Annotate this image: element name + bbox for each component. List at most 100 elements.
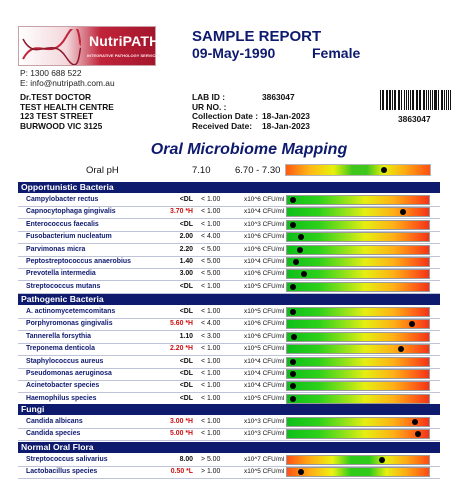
result-gauge — [286, 195, 430, 205]
result-value: 3.70 *H — [170, 208, 193, 216]
info-value: 18-Jan-2023 — [262, 120, 310, 131]
row-divider — [18, 478, 440, 480]
result-gauge — [286, 356, 430, 367]
reference-range: < 5.00 — [201, 245, 221, 253]
gauge-marker — [298, 469, 305, 476]
table-row: Campylobacter rectus <DL < 1.00 x10^6 CFU/m… — [18, 195, 440, 205]
organism-name: Campylobacter rectus — [26, 196, 99, 203]
row-divider — [18, 428, 440, 429]
reference-range: < 3.00 — [201, 332, 221, 340]
gauge-marker — [408, 321, 415, 328]
reference-range: < 5.00 — [201, 270, 221, 278]
unit-label: x10^4 CFU/ml — [244, 258, 285, 265]
unit-label: x10^6 CFU/ml — [244, 332, 285, 340]
row-divider — [18, 292, 440, 294]
reference-range: < 4.00 — [201, 233, 221, 241]
reference-range: < 1.00 — [201, 382, 221, 390]
organism-name: Prevotella intermedia — [26, 270, 96, 278]
result-value: <DL — [179, 308, 193, 315]
organism-name: Streptococcus mutans — [26, 282, 101, 290]
oral-ph-label: Oral pH — [86, 165, 119, 176]
unit-label: x10^4 CFU/ml — [244, 208, 285, 216]
unit-label: x10^3 CFU/ml — [244, 430, 285, 438]
gauge-marker — [400, 209, 407, 216]
address-line: 123 TEST STREET — [20, 111, 94, 121]
contact-email: E: info@nutripath.com.au — [20, 78, 115, 88]
table-row: Lactobacillus species 0.50 *L > 1.00 x10^5 … — [18, 467, 440, 478]
organism-name: Fusobacterium nucleatum — [26, 233, 112, 241]
organism-name: Capnocytophaga gingivalis — [26, 208, 116, 216]
organism-name: Pseudomonas aeruginosa — [26, 370, 112, 377]
address-line: Dr.TEST DOCTOR — [20, 92, 92, 102]
result-value: 1.40 — [179, 258, 193, 265]
organism-name: Acinetobacter species — [26, 382, 100, 390]
gauge-marker — [289, 197, 296, 203]
section-header: Fungi — [18, 404, 440, 415]
unit-label: x10^5 CFU/ml — [244, 282, 285, 290]
result-gauge — [286, 381, 430, 392]
organism-name: Candida species — [26, 430, 81, 438]
reference-range: < 4.00 — [201, 320, 221, 328]
row-divider — [18, 206, 440, 207]
row-divider — [18, 392, 440, 394]
result-gauge — [286, 307, 430, 317]
result-gauge — [286, 281, 430, 292]
table-row: Streptococcus salivarius 8.00 > 5.00 x10^7 … — [18, 455, 440, 465]
gauge-marker — [289, 283, 296, 290]
logo-brand: NutriPATH — [89, 33, 160, 49]
reference-range: < 1.00 — [201, 208, 221, 216]
gauge-marker — [301, 271, 308, 278]
table-row: Tannerella forsythia 1.10 < 3.00 x10^6 CFU/… — [18, 331, 440, 342]
result-value: <DL — [179, 196, 193, 203]
nutripath-logo: NutriPATH INTEGRATIVE PATHOLOGY SERVICES — [18, 26, 161, 66]
result-gauge — [286, 455, 430, 465]
result-value: <DL — [179, 370, 193, 377]
result-value: 3.00 — [179, 270, 193, 278]
table-row: Staphylococcus aureus <DL < 1.00 x10^4 CFU/… — [18, 356, 440, 367]
row-divider — [18, 268, 440, 269]
unit-label: x10^3 CFU/ml — [244, 418, 285, 425]
result-gauge — [286, 207, 430, 218]
report-sex: Female — [312, 45, 361, 61]
gauge-marker — [289, 221, 296, 228]
organism-name: Peptostreptococcus anaerobius — [26, 258, 131, 265]
row-divider — [18, 367, 440, 369]
unit-label: x10^6 CFU/ml — [244, 320, 285, 328]
unit-label: x10^6 CFU/ml — [244, 245, 285, 253]
table-row: Streptococcus mutans <DL < 1.00 x10^5 CFU/m… — [18, 281, 440, 292]
unit-label: x10^4 CFU/ml — [244, 357, 285, 365]
section-header: Opportunistic Bacteria — [18, 182, 440, 193]
gauge-marker — [289, 358, 296, 365]
table-row: Porphyromonas gingivalis 5.60 *H < 4.00 x10… — [18, 319, 440, 330]
table-row: Prevotella intermedia 3.00 < 5.00 x10^6 CFU… — [18, 269, 440, 280]
result-gauge — [286, 331, 430, 342]
unit-label: x10^5 CFU/ml — [244, 308, 285, 315]
table-row: Peptostreptococcus anaerobius 1.40 < 5.00 x… — [18, 257, 440, 267]
result-value: 3.00 *H — [170, 418, 193, 425]
unit-label: x10^5 CFU/ml — [244, 345, 285, 353]
oral-ph-gauge — [285, 164, 431, 176]
info-label: Received Date: — [192, 120, 253, 131]
table-row: Haemophilus species <DL < 1.00 x10^5 CFU/ml — [18, 393, 440, 404]
gauge-marker — [289, 395, 296, 402]
row-divider — [18, 466, 440, 467]
unit-label: x10^4 CFU/ml — [244, 370, 285, 377]
table-row: Parvimonas micra 2.20 < 5.00 x10^6 CFU/ml — [18, 244, 440, 255]
result-value: 0.50 *L — [170, 468, 193, 476]
info-value: 3863047 — [262, 92, 295, 102]
reference-range: < 1.00 — [201, 196, 221, 203]
row-divider — [18, 355, 440, 357]
unit-label: x10^6 CFU/ml — [244, 196, 285, 203]
row-divider — [18, 318, 440, 319]
oral-ph-value: 7.10 — [192, 165, 211, 176]
reference-range: > 1.00 — [201, 468, 221, 476]
result-gauge — [286, 219, 430, 230]
reference-range: < 1.00 — [201, 418, 221, 425]
gauge-marker — [296, 246, 303, 253]
result-gauge — [286, 257, 430, 267]
organism-name: Lactobacillus species — [26, 468, 98, 476]
unit-label: x10^6 CFU/ml — [244, 270, 285, 278]
report-title: SAMPLE REPORT — [192, 28, 322, 45]
result-gauge — [286, 393, 430, 404]
result-value: 2.20 *H — [170, 345, 193, 353]
